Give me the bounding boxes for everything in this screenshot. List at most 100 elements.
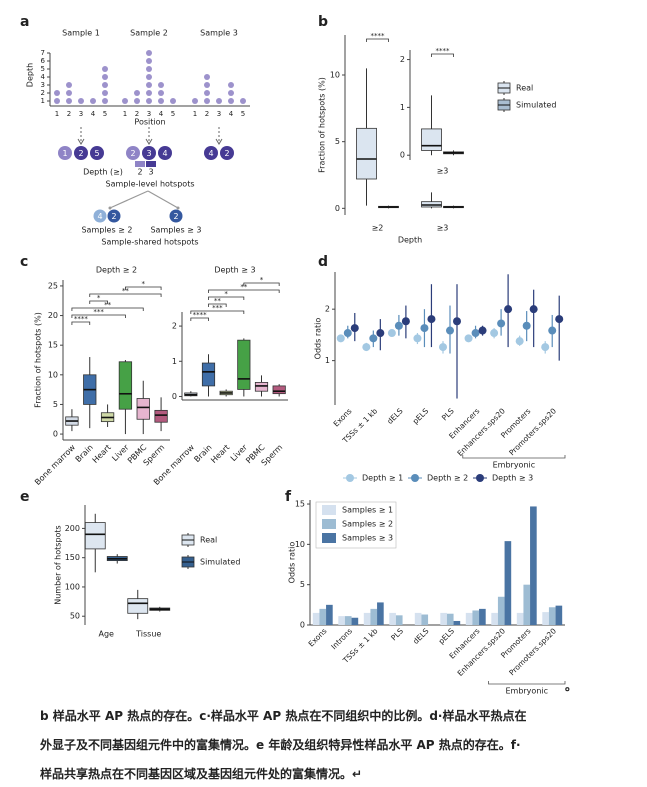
- point: [464, 334, 473, 343]
- box: [154, 409, 168, 423]
- box: [237, 339, 251, 390]
- hotspot-circle: [74, 146, 88, 160]
- panel-label: d: [318, 254, 328, 270]
- point: [413, 334, 422, 343]
- significance-bracket: [71, 321, 91, 325]
- group-label: Embryonic: [505, 687, 548, 696]
- arrow-head: [176, 206, 180, 210]
- legend-swatch: [146, 161, 156, 167]
- y-tick-label: 25: [48, 281, 58, 290]
- arrow-head: [77, 138, 85, 145]
- box: [254, 381, 269, 392]
- point: [497, 319, 506, 328]
- legend-label: Samples ≥ 1: [342, 506, 393, 515]
- section-title: Sample-shared hotspots: [101, 238, 198, 247]
- significance-label: *: [97, 294, 101, 302]
- y-tick-label: 1: [400, 103, 405, 112]
- hotspot-label: 2: [78, 149, 83, 158]
- y-tick-label: 4: [41, 73, 46, 81]
- bar: [542, 612, 549, 625]
- y-tick-label: 10: [48, 370, 58, 379]
- x-tick-label: 2: [67, 110, 71, 118]
- box: [356, 127, 377, 180]
- bar: [351, 617, 359, 625]
- depth-dot: [158, 90, 164, 96]
- hotspot-circle: [90, 146, 104, 160]
- box: [272, 385, 286, 395]
- bar: [555, 605, 563, 625]
- box: [118, 361, 133, 410]
- depth-dot: [170, 98, 176, 104]
- point: [515, 337, 524, 346]
- section-title: Sample-level hotspots: [106, 180, 195, 189]
- depth-dot: [66, 90, 72, 96]
- significance-label: **: [240, 283, 248, 291]
- significance-label: *: [260, 276, 264, 284]
- significance-bracket: [89, 300, 108, 304]
- depth-dot: [134, 90, 140, 96]
- x-tick-label: ≥3: [437, 224, 449, 233]
- shared-label: 2: [173, 212, 178, 221]
- panel-label: c: [20, 254, 28, 270]
- x-tick-label: 1: [123, 110, 127, 118]
- x-tick-label: 3: [217, 110, 221, 118]
- bar: [440, 612, 447, 625]
- bar: [523, 584, 531, 625]
- depth-dot: [146, 50, 152, 56]
- point: [343, 329, 352, 338]
- depth-dot: [102, 82, 108, 88]
- y-tick-label: 6: [41, 57, 46, 65]
- bar: [414, 612, 422, 625]
- significance-label: **: [214, 297, 222, 305]
- hotspot-label: 3: [146, 149, 151, 158]
- bar: [389, 612, 396, 625]
- caption-line: b 样品水平 AP 热点的存在。c·样品水平 AP 热点在不同组织中的比例。d·…: [40, 708, 526, 723]
- significance-bracket: [190, 317, 209, 321]
- point: [490, 329, 499, 338]
- y-axis-label: Fraction of hotspots (%): [34, 312, 43, 408]
- box: [421, 128, 442, 151]
- significance-bracket: [71, 307, 144, 311]
- panel-label: e: [20, 489, 30, 505]
- arrow-head: [215, 138, 223, 145]
- depth-dot: [158, 98, 164, 104]
- caption-line: 外显子及不同基因组元件中的富集情况。e 年龄及组织特异性样品水平 AP 热点的存…: [40, 737, 521, 752]
- depth-dot: [240, 98, 246, 104]
- x-tick-label: ≥3: [437, 167, 449, 176]
- y-tick-label: 50: [70, 612, 80, 621]
- box: [136, 398, 150, 420]
- point: [471, 329, 480, 338]
- panel-label: b: [318, 14, 328, 30]
- shared-circle: [93, 209, 107, 223]
- depth-dot: [122, 98, 128, 104]
- legend-label: Simulated: [516, 101, 556, 110]
- depth-dot: [204, 90, 210, 96]
- y-tick-label: 100: [65, 582, 80, 591]
- significance-bracket: [125, 286, 162, 290]
- x-tick-label: 1: [55, 110, 59, 118]
- depth-dot: [102, 90, 108, 96]
- y-tick-label: 5: [41, 65, 45, 73]
- sample-title: Sample 2: [130, 29, 168, 38]
- y-tick-label: 15: [48, 341, 58, 350]
- bar: [472, 610, 480, 625]
- bar: [504, 541, 512, 625]
- x-tick-label: ≥2: [372, 224, 384, 233]
- y-tick-label: 7: [41, 49, 45, 57]
- hotspot-label: 2: [130, 149, 135, 158]
- legend-title: Depth (≥): [83, 168, 123, 177]
- bar: [344, 616, 352, 625]
- group-label: Embryonic: [493, 461, 536, 470]
- bar: [479, 608, 486, 625]
- x-tick-label: 2: [135, 110, 139, 118]
- panel-label: f: [285, 489, 292, 505]
- depth-dot: [54, 98, 60, 104]
- bar: [491, 612, 498, 625]
- depth-dot: [228, 82, 234, 88]
- depth-dot: [216, 98, 222, 104]
- y-tick-label: 0: [335, 204, 340, 213]
- x-tick-label: 5: [171, 110, 175, 118]
- x-tick-label: 4: [229, 110, 234, 118]
- hotspot-label: 1: [62, 149, 67, 158]
